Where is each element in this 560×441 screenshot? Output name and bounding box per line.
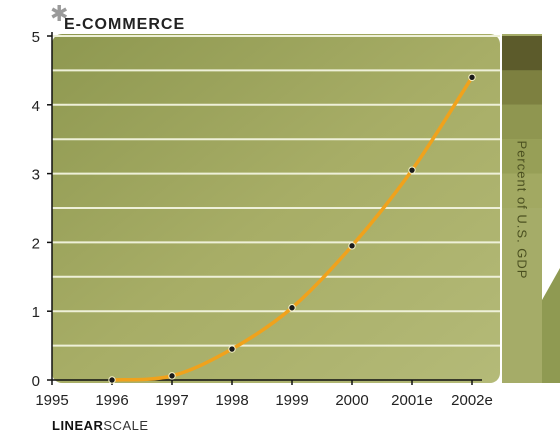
- data-point: [168, 372, 176, 380]
- y-tick-label: 2: [32, 235, 40, 252]
- x-tick-label: 1998: [215, 392, 248, 409]
- x-tick-label: 2001e: [391, 392, 433, 409]
- x-tick-label: 1999: [275, 392, 308, 409]
- data-point: [348, 242, 356, 250]
- chart-title: E-COMMERCE: [64, 16, 186, 33]
- y-axis-label: Percent of U.S. GDP: [514, 140, 530, 280]
- x-tick-label: 2002e: [451, 392, 493, 409]
- y-tick-label: 1: [32, 304, 40, 321]
- scale-label-light: SCALE: [103, 418, 149, 433]
- scale-bar-band: [502, 36, 542, 71]
- x-tick-label: 1997: [155, 392, 188, 409]
- x-tick-label: 1995: [35, 392, 68, 409]
- y-tick-label: 5: [32, 29, 40, 46]
- scale-label-bold: LINEAR: [52, 418, 104, 433]
- y-tick-label: 3: [32, 167, 40, 184]
- data-point: [288, 304, 296, 312]
- scale-bar-band: [502, 173, 542, 208]
- y-tick-label: 4: [32, 98, 40, 115]
- x-tick-label: 1996: [95, 392, 128, 409]
- data-point: [408, 166, 416, 174]
- data-point: [108, 376, 116, 384]
- scale-label: LINEARSCALE: [52, 418, 149, 433]
- data-point: [468, 73, 476, 81]
- scale-bar-band: [502, 104, 542, 140]
- right-edge-wedge: [542, 268, 560, 383]
- asterisk-icon: ✱: [50, 2, 69, 27]
- y-tick-label: 0: [32, 373, 40, 390]
- data-point: [228, 345, 236, 353]
- x-tick-label: 2000: [335, 392, 368, 409]
- scale-bar-band: [502, 70, 542, 105]
- scale-bar-band: [502, 139, 542, 174]
